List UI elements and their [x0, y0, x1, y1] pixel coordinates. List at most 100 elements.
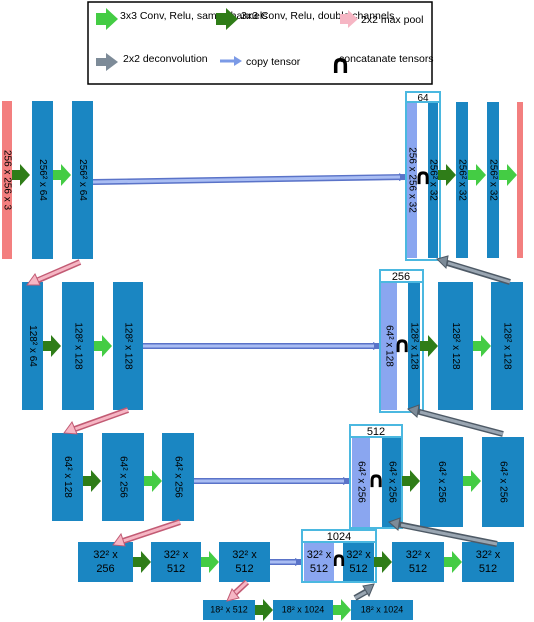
- legend: 3x3 Conv, Relu, same channels 3x3 Conv, …: [87, 1, 434, 85]
- block-d2u: 128² x 128: [408, 282, 420, 410]
- legend-maxpool-label: 2x2 max pool: [361, 14, 423, 26]
- block-d4s-label: 32² x: [307, 549, 332, 561]
- conv-double-arrow: [83, 470, 101, 492]
- maxpool-arrow-head: [226, 588, 240, 602]
- block-d4b-label-line2: 512: [409, 563, 427, 575]
- maxpool-arrow-inner: [232, 580, 249, 596]
- deconv-arrow-head: [362, 583, 375, 598]
- block-d1s-rect: [407, 102, 417, 258]
- block-e4c-rect: [219, 542, 270, 582]
- block-d4u: 32² x 512: [343, 542, 374, 582]
- block-e4a: 32² x 256: [78, 542, 133, 582]
- deconv-arrows: [353, 255, 511, 601]
- conv-same-arrow: [144, 470, 162, 492]
- block-e2b-rect: [62, 282, 94, 410]
- concat-box-level4: 1024 ∩: [301, 529, 377, 583]
- legend-concat: ∩ concatanate tensors: [330, 50, 434, 80]
- block-b3-rect: [351, 600, 413, 620]
- block-e4b-label: 32² x: [164, 549, 189, 561]
- block-d3c-label: 64² x 256: [497, 461, 508, 503]
- block-e3c-rect: [162, 433, 194, 521]
- block-d2u-label: 128² x 128: [408, 322, 419, 370]
- block-e2a-label: 128² x 64: [27, 325, 38, 367]
- block-d1s: 256 x 256 x 32: [406, 102, 417, 258]
- block-e3c-label: 64² x 256: [172, 456, 183, 498]
- block-d2c-rect: [491, 282, 523, 410]
- block-d4c-rect: [462, 542, 514, 582]
- copy-arrow-head-icon: [234, 56, 242, 66]
- block-b1: 18² x 512: [203, 600, 255, 620]
- conv-same-arrow: [468, 164, 486, 186]
- block-d3u-label: 64² x 256: [386, 461, 397, 503]
- maxpool-arrow-inner: [37, 260, 81, 282]
- block-output: [517, 102, 523, 258]
- block-e3a-rect: [52, 433, 83, 521]
- block-e2c-rect: [113, 282, 143, 410]
- block-d4u-label: 32² x: [346, 549, 371, 561]
- block-d4c: 32² x 512: [462, 542, 514, 582]
- conv-double-arrow-icon: [216, 8, 238, 30]
- block-d3b: 64² x 256: [420, 437, 463, 527]
- block-e4b: 32² x 512: [151, 542, 201, 582]
- block-d1s-label: 256 x 256 x 32: [406, 147, 417, 213]
- conv-same-arrow: [444, 551, 462, 573]
- conv-double-arrow: [420, 335, 438, 357]
- concat-boxes: 64 ∩ 256 ∩ 512 ∩ 1024 ∩: [301, 91, 441, 583]
- block-d2b-rect: [438, 282, 473, 410]
- block-e4c: 32² x 512: [219, 542, 270, 582]
- conv-double-arrow: [438, 164, 456, 186]
- blocks-layer: 256 x 256 x 3 256² x 64 256² x 64 128² x 64…: [1, 101, 524, 620]
- block-e4a-label: 32² x: [93, 549, 118, 561]
- block-b2-rect: [273, 600, 333, 620]
- block-e1a-rect: [32, 101, 53, 259]
- block-e1b: 256² x 64: [72, 101, 93, 259]
- block-d1u-label: 256² x 32: [427, 159, 438, 201]
- legend-copy-label: copy tensor: [246, 56, 301, 68]
- deconv-arrow-inner: [419, 410, 504, 436]
- block-d1b-label: 256² x 32: [456, 159, 467, 201]
- block-d1u: 256² x 32: [427, 102, 438, 258]
- block-e2b-label: 128² x 128: [72, 322, 83, 370]
- block-d4s-label-line2: 512: [310, 563, 328, 575]
- concat-symbol-level2: ∩: [393, 333, 411, 358]
- maxpool-arrow-inner: [74, 408, 129, 431]
- legend-deconv: 2x2 deconvolution: [96, 53, 208, 71]
- block-d4c-label: 32² x: [476, 549, 501, 561]
- block-e4a-label-line2: 256: [96, 563, 114, 575]
- block-input-rect: [2, 101, 12, 259]
- block-d4c-label-line2: 512: [479, 563, 497, 575]
- deconv-arrow-inner: [354, 590, 367, 600]
- block-output-rect: [517, 102, 523, 258]
- block-b3-label: 18² x 1024: [361, 604, 404, 614]
- block-input: 256 x 256 x 3: [1, 101, 12, 259]
- block-d3b-rect: [420, 437, 463, 527]
- block-d1u-rect: [428, 102, 438, 258]
- legend-frame: [87, 1, 433, 85]
- block-b3: 18² x 1024: [351, 600, 413, 620]
- block-d2s-label: 64² x 128: [383, 325, 394, 367]
- copy-arrows: [92, 173, 407, 566]
- block-d2c-label: 128² x 128: [501, 322, 512, 370]
- block-b2-label: 18² x 1024: [282, 604, 325, 614]
- legend-deconv-label: 2x2 deconvolution: [123, 53, 208, 65]
- block-e4c-label: 32² x: [232, 549, 257, 561]
- concat-box-level2: 256 ∩: [379, 269, 424, 413]
- block-d4u-label-line2: 512: [349, 563, 367, 575]
- block-e2c: 128² x 128: [113, 282, 143, 410]
- block-input-label: 256 x 256 x 3: [1, 150, 12, 210]
- concat-box-level2-label: 256: [392, 271, 410, 283]
- legend-copy: copy tensor: [220, 56, 301, 68]
- block-d2s-rect: [381, 282, 397, 410]
- block-b1-rect: [203, 600, 255, 620]
- block-d1b: 256² x 32: [456, 102, 468, 258]
- block-e3a-label: 64² x 128: [62, 456, 73, 498]
- conv-same-arrow: [201, 551, 219, 573]
- block-d3u: 64² x 256: [382, 437, 402, 527]
- block-d4u-rect: [343, 542, 374, 582]
- block-b2: 18² x 1024: [273, 600, 333, 620]
- maxpool-arrow-inner: [122, 520, 181, 543]
- maxpool-arrow-head: [63, 420, 78, 435]
- concat-box-level3-label: 512: [367, 426, 385, 438]
- maxpool-arrow-head: [112, 532, 126, 547]
